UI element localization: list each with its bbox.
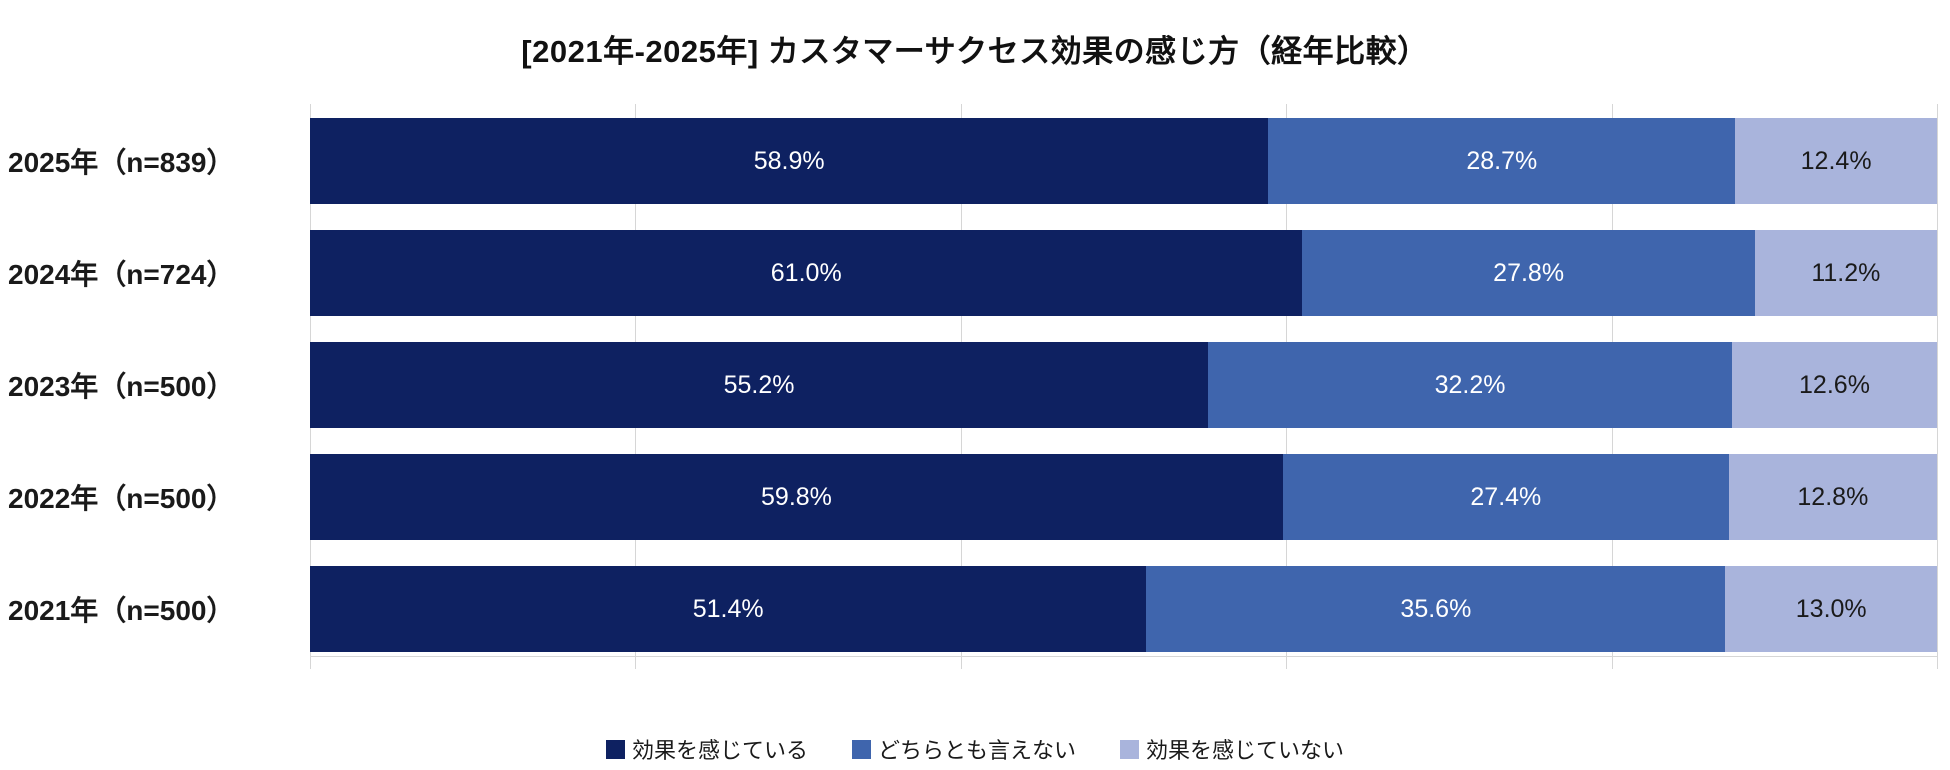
bar-segment: 58.9% [310,118,1269,204]
chart-title: [2021年-2025年] カスタマーサクセス効果の感じ方（経年比較） [521,34,1429,69]
category-label: 2024年（n=724） [8,259,235,290]
legend-label: 効果を感じていない [1146,738,1345,763]
bar-value-label: 13.0% [1795,594,1867,623]
bar-segment: 13.0% [1725,566,1937,652]
axis-tick [1937,656,1938,669]
legend-item: 効果を感じていない [1120,733,1344,765]
bar-segment: 27.8% [1302,230,1755,316]
bar-segment: 11.2% [1754,230,1937,316]
bar-value-label: 28.7% [1466,146,1538,175]
bar-value-label: 27.4% [1470,482,1542,511]
bar-segment: 35.6% [1146,566,1726,652]
axis-tick [310,656,311,669]
bar-value-label: 11.2% [1811,258,1881,287]
bar-value-label: 12.4% [1800,146,1872,175]
axis-tick [960,656,962,669]
bar-value-label: 12.8% [1797,482,1869,511]
axis-tick [1286,656,1288,669]
bar-value-label: 61.0% [770,258,842,287]
bar-segment: 61.0% [310,230,1303,316]
bar-segment: 59.8% [310,454,1283,540]
bar-value-label: 59.8% [761,482,832,511]
legend-item: どちらとも言えない [851,733,1076,765]
bar-segment: 28.7% [1268,118,1736,204]
bar-value-label: 27.8% [1493,258,1565,287]
bar-segment: 12.8% [1728,454,1937,540]
gridline [1937,104,1938,656]
bar-row: 51.4% 35.6% 13.0% [310,566,1937,652]
category-label: 2025年（n=839） [8,147,235,178]
bar-row: 59.8% 27.4% 12.8% [310,454,1937,540]
legend-swatch-icon [1120,739,1139,759]
legend-item: 効果を感じている [605,733,808,765]
bar-value-label: 32.2% [1434,370,1506,399]
bar-segment: 51.4% [310,566,1147,652]
bar-segment: 27.4% [1282,454,1729,540]
bar-value-label: 12.6% [1799,370,1870,399]
bar-value-label: 51.4% [692,594,764,623]
legend-label: どちらとも言えない [877,738,1076,763]
legend-label: 効果を感じている [631,738,808,763]
bar-value-label: 58.9% [753,146,825,175]
bar-segment: 32.2% [1208,342,1732,428]
legend-swatch-icon [851,739,871,759]
axis-tick [1611,656,1613,669]
bar-segment: 12.6% [1731,342,1937,428]
category-label: 2022年（n=500） [8,483,235,514]
legend: 効果を感じている どちらとも言えない 効果を感じていない [0,733,1950,765]
bar-value-label: 55.2% [723,370,795,399]
bar-segment: 12.4% [1735,118,1937,204]
bar-row: 61.0% 27.8% 11.2% [310,230,1937,316]
axis-tick [635,656,637,669]
legend-swatch-icon [605,739,625,759]
category-label: 2021年（n=500） [8,595,235,626]
bar-row: 55.2% 32.2% 12.6% [310,342,1937,428]
bar-row: 58.9% 28.7% 12.4% [310,118,1937,204]
category-label: 2023年（n=500） [8,371,235,402]
bar-value-label: 35.6% [1400,594,1472,623]
plot-area: 58.9% 28.7% 12.4% 61.0% 27.8% 11.2% 55.2% 32.2%… [310,104,1938,669]
bar-segment: 55.2% [310,342,1209,428]
